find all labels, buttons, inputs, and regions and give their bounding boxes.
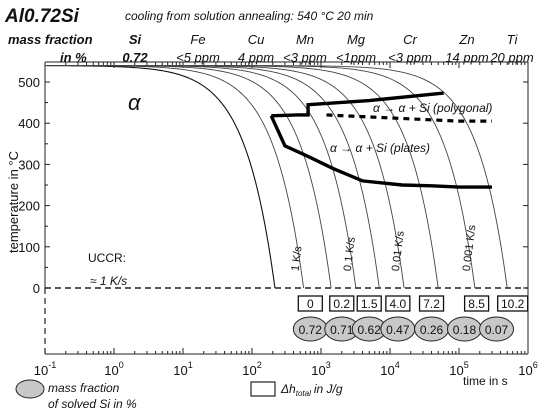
solved-si-legend-swatch [15,379,45,399]
element-value-zn: 14 ppm [445,50,489,65]
solved-si-value-6: 0.07 [485,323,509,337]
x-tick-label-7: 106 [518,360,537,378]
solved-si-value-1: 0.71 [330,323,354,337]
element-name-si: Si [129,32,142,47]
polygonal-label: α → α + Si (polygonal) [373,101,492,115]
enthalpy-legend-unit: in J/g [314,382,343,396]
element-name-cr: Cr [403,32,417,47]
enthalpy-box-3 [385,295,411,312]
alpha-phase-label: α [128,90,142,115]
element-name-mg: Mg [347,32,366,47]
enthalpy-value-4: 7.2 [423,297,440,311]
solved-si-ellipses-layer: 0.72 0.71 0.62 0.47 0.26 0.18 0.07 [292,316,515,342]
element-name-mn: Mn [296,32,314,47]
solved-si-ellipse-6 [479,316,515,342]
solved-si-value-3: 0.47 [386,323,410,337]
cooling-rate-label-4: 0.1 K/s [342,236,358,272]
plot-frame [44,61,529,355]
enthalpy-value-5: 8.5 [468,297,485,311]
element-value-cu: 4 ppm [238,50,274,65]
condition-subtitle: cooling from solution annealing: 540 °C … [125,9,374,23]
plates-label: α → α + Si (plates) [330,141,430,155]
y-tick-label-500: 500 [18,75,40,90]
element-value-mg: <1ppm [336,50,376,65]
y-tick-label-0: 0 [33,281,40,296]
y-tick-label-400: 400 [18,116,40,131]
element-value-si: 0.72 [122,50,148,65]
x-tick-label-2: 101 [173,360,192,378]
enthalpy-box-1 [329,295,355,312]
cooling-curve-1 [44,65,276,289]
in-percent-row-label: in % [60,50,87,65]
x-tick-label-1: 100 [104,360,123,378]
solved-si-value-0: 0.72 [299,323,323,337]
composition-table: Si 0.72 Fe <5 ppm Cu 4 ppm Mn <3 ppm Mg <1ppm Cr <3… [122,32,534,65]
x-tick-label-0: 10-1 [34,360,56,378]
enthalpy-value-6: 10.2 [501,297,525,311]
element-value-mn: <3 ppm [283,50,327,65]
enthalpy-box-0 [297,295,323,312]
enthalpy-value-1: 0.2 [333,297,350,311]
enthalpy-legend-subscript: total [296,389,311,398]
enthalpy-legend-symbol: Δh [280,382,296,396]
element-name-ti: Ti [507,32,519,47]
enthalpy-value-0: 0 [307,297,314,311]
mass-fraction-row-label: mass fraction [8,32,93,47]
polygonal-dotted-line [326,113,492,123]
cooling-rate-label-6: 0.01 K/s [390,230,407,272]
x-tick-label-3: 102 [242,360,261,378]
element-name-zn: Zn [458,32,474,47]
x-tick-label-5: 104 [380,360,399,378]
cooling-curves-layer: 1 K/s 0.1 K/s 0.01 K/s 0.001 K/s [44,65,508,289]
x-axis-label: time in s [463,374,508,388]
element-value-fe: <5 ppm [176,50,220,65]
polygonal-precipitation-line [271,91,444,118]
y-tick-label-300: 300 [18,157,40,172]
cooling-curve-2 [45,65,305,289]
axes-layer: 0 100 200 300 400 500 10-1 100 101 102 103 104 105 10… [18,62,538,378]
enthalpy-box-2 [356,295,382,312]
phase-lines-layer [269,91,492,189]
y-axis-label: temperature in °C [6,151,21,253]
enthalpy-legend-swatch [250,381,276,397]
enthalpy-legend-label: Δhtotal in J/g [280,382,343,398]
enthalpy-value-2: 1.5 [361,297,378,311]
enthalpy-box-5 [463,295,490,312]
element-name-fe: Fe [190,32,205,47]
uccr-label: UCCR: [88,251,126,265]
enthalpy-box-4 [418,295,445,312]
solved-si-value-5: 0.18 [453,323,477,337]
element-value-ti: 20 ppm [489,50,534,65]
enthalpy-box-6 [497,295,529,312]
cooling-rate-label-2: 1 K/s [290,245,305,272]
enthalpy-boxes-layer: 0 0.2 1.5 4.0 7.2 8.5 10.2 [297,295,529,312]
solved-si-value-2: 0.62 [358,323,382,337]
element-name-cu: Cu [248,32,265,47]
solved-si-value-4: 0.26 [420,323,444,337]
element-value-cr: <3 ppm [388,50,432,65]
plates-precipitation-line [269,115,492,189]
solved-si-legend-line2: of solved Si in % [48,397,137,411]
x-tick-label-6: 105 [449,360,468,378]
x-tick-label-4: 103 [311,360,330,378]
cooling-rate-label-8: 0.001 K/s [461,224,479,272]
y-tick-label-200: 200 [18,199,40,214]
uccr-value: ≈ 1 K/s [90,274,127,288]
cooling-curve-9 [45,65,508,289]
alloy-title: Al0.72Si [4,6,80,27]
y-tick-label-100: 100 [18,240,40,255]
enthalpy-value-3: 4.0 [390,297,407,311]
solved-si-legend-line1: mass fraction [48,381,120,395]
